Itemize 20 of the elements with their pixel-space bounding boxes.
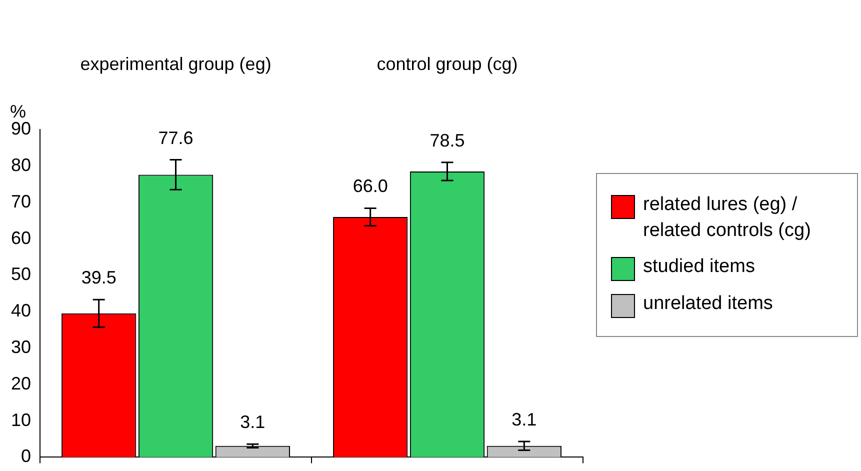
data-label: 3.1 [240, 412, 266, 432]
x-tick-label: experimental group (eg) [80, 54, 272, 74]
y-tick-label: 0 [21, 446, 32, 466]
legend-label: related lures (eg) / related controls (cg) [643, 193, 812, 243]
legend-label: studied items [643, 255, 755, 279]
y-tick-label: 80 [10, 154, 32, 175]
data-label: 77.6 [158, 128, 194, 148]
legend-label: unrelated items [643, 292, 773, 316]
data-label: 78.5 [430, 130, 465, 150]
y-tick-label: 40 [10, 300, 32, 321]
y-tick-label: 20 [10, 373, 32, 394]
y-tick-label: 50 [10, 264, 32, 284]
data-label: 3.1 [512, 410, 537, 430]
data-label: 66.0 [352, 176, 388, 196]
y-tick-label: 10 [10, 410, 32, 430]
data-label: 39.5 [81, 268, 116, 288]
y-tick-label: 70 [10, 191, 32, 212]
x-tick-label: control group (cg) [376, 54, 518, 74]
y-tick-label: 30 [10, 336, 32, 357]
y-tick-label: 60 [10, 228, 32, 248]
